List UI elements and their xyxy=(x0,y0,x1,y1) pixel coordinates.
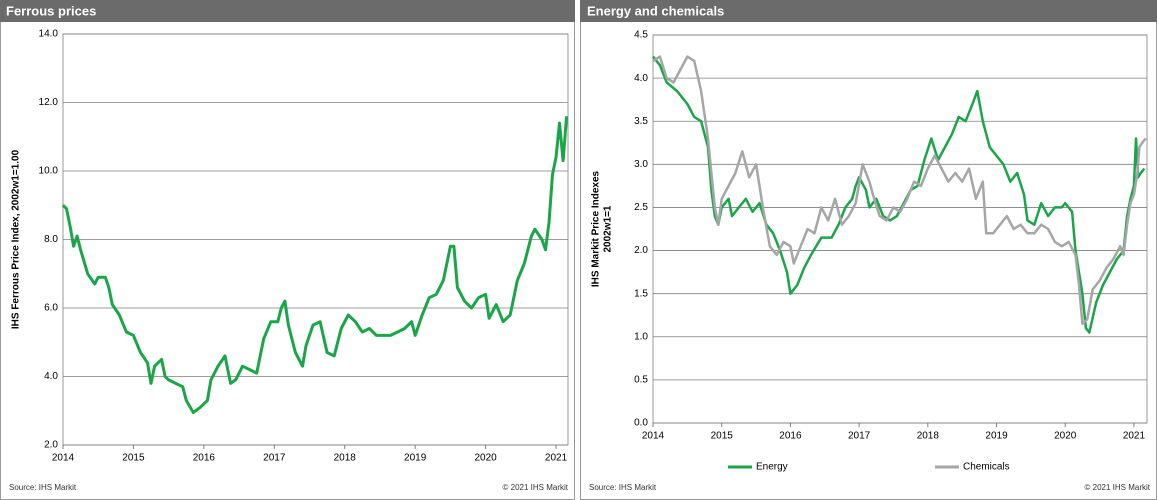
x-tick-label: 2020 xyxy=(474,453,497,464)
copyright-note: © 2021 IHS Markit xyxy=(503,483,569,492)
plot-frame xyxy=(652,34,1148,424)
plot-frame xyxy=(62,33,569,446)
y-tick-label: 0.0 xyxy=(634,418,648,429)
y-tick-label: 2.5 xyxy=(634,202,648,213)
y-tick-label: 0.5 xyxy=(634,375,648,386)
x-tick-label: 2021 xyxy=(545,453,568,464)
panel-header xyxy=(0,0,575,22)
x-tick-label: 2017 xyxy=(263,453,286,464)
source-note: Source: IHS Markit xyxy=(9,483,77,492)
x-tick-label: 2019 xyxy=(985,431,1008,442)
y-tick-label: 4.5 xyxy=(634,30,648,41)
x-tick-label: 2018 xyxy=(334,453,357,464)
data-line xyxy=(652,55,1147,326)
legend-label: Chemicals xyxy=(963,462,1010,473)
chart-title: Energy and chemicals xyxy=(587,3,724,18)
x-tick-label: 2019 xyxy=(404,453,427,464)
y-tick-label: 8.0 xyxy=(44,234,58,245)
source-note: Source: IHS Markit xyxy=(589,483,657,492)
x-tick-label: 2021 xyxy=(1123,431,1146,442)
y-axis-label: IHS Ferrous Price Index, 2002w1=1.00 xyxy=(11,149,22,329)
y-tick-label: 4.0 xyxy=(634,73,648,84)
x-tick-label: 2015 xyxy=(711,431,734,442)
x-tick-label: 2018 xyxy=(917,431,940,442)
x-tick-label: 2016 xyxy=(779,431,802,442)
y-tick-label: 14.0 xyxy=(39,29,59,40)
x-tick-label: 2014 xyxy=(52,453,75,464)
y-tick-label: 12.0 xyxy=(39,97,59,108)
chart-title: Ferrous prices xyxy=(6,3,96,18)
panel-frame xyxy=(0,0,575,500)
x-tick-label: 2017 xyxy=(848,431,871,442)
y-tick-label: 3.0 xyxy=(634,159,648,170)
y-axis-label: IHS Markit Price Indexes xyxy=(591,170,602,287)
y-tick-label: 10.0 xyxy=(39,166,59,177)
y-axis-label: 2002w1=1 xyxy=(603,205,614,252)
y-tick-label: 1.5 xyxy=(634,288,648,299)
data-line xyxy=(652,55,1146,334)
data-line xyxy=(61,116,569,414)
copyright-note: © 2021 IHS Markit xyxy=(1085,483,1151,492)
y-tick-label: 2.0 xyxy=(44,440,58,451)
x-tick-label: 2015 xyxy=(122,453,145,464)
y-tick-label: 4.0 xyxy=(44,371,58,382)
panel-header xyxy=(580,0,1157,22)
x-tick-label: 2020 xyxy=(1054,431,1077,442)
y-tick-label: 3.5 xyxy=(634,116,648,127)
y-tick-label: 1.0 xyxy=(634,331,648,342)
x-tick-label: 2016 xyxy=(193,453,216,464)
y-tick-label: 6.0 xyxy=(44,303,58,314)
legend-label: Energy xyxy=(756,462,788,473)
x-tick-label: 2014 xyxy=(642,431,665,442)
y-tick-label: 2.0 xyxy=(634,245,648,256)
